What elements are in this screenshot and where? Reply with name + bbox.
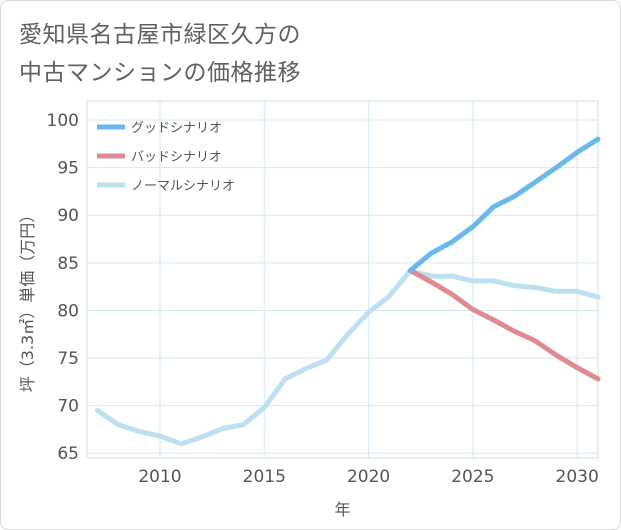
y-tick-label: 90 — [57, 206, 79, 226]
y-axis-title: 坪（3.3㎡）単価（万円） — [18, 207, 37, 392]
grid — [86, 100, 599, 459]
series-line — [407, 268, 601, 382]
x-tick-label: 2010 — [138, 467, 181, 487]
chart-title-line-1: 愛知県名古屋市緑区久方の — [19, 22, 301, 48]
legend-label: グッドシナリオ — [131, 121, 222, 136]
y-tick-label: 80 — [57, 301, 79, 321]
y-tick-label: 85 — [57, 254, 79, 274]
x-axis-title: 年 — [334, 500, 350, 519]
y-tick-label: 75 — [57, 349, 79, 369]
series-line — [407, 136, 601, 273]
axes: 2010 2015 2020 2025 2030 65 70 75 80 85 90 95 100 — [47, 111, 599, 487]
chart-title-line-2: 中古マンションの価格推移 — [19, 60, 301, 86]
series-line — [94, 268, 601, 447]
plot-border — [86, 100, 599, 459]
x-tick-label: 2020 — [347, 467, 390, 487]
y-tick-label: 65 — [57, 444, 79, 464]
x-tick-label: 2030 — [556, 467, 599, 487]
x-tick-label: 2015 — [243, 467, 286, 487]
y-tick-label: 70 — [57, 397, 79, 417]
legend-label: バッドシナリオ — [131, 150, 222, 165]
series-lines — [94, 136, 601, 447]
y-tick-label: 95 — [57, 159, 79, 179]
x-tick-label: 2025 — [451, 467, 494, 487]
legend-label: ノーマルシナリオ — [131, 179, 235, 194]
y-tick-label: 100 — [47, 111, 79, 131]
